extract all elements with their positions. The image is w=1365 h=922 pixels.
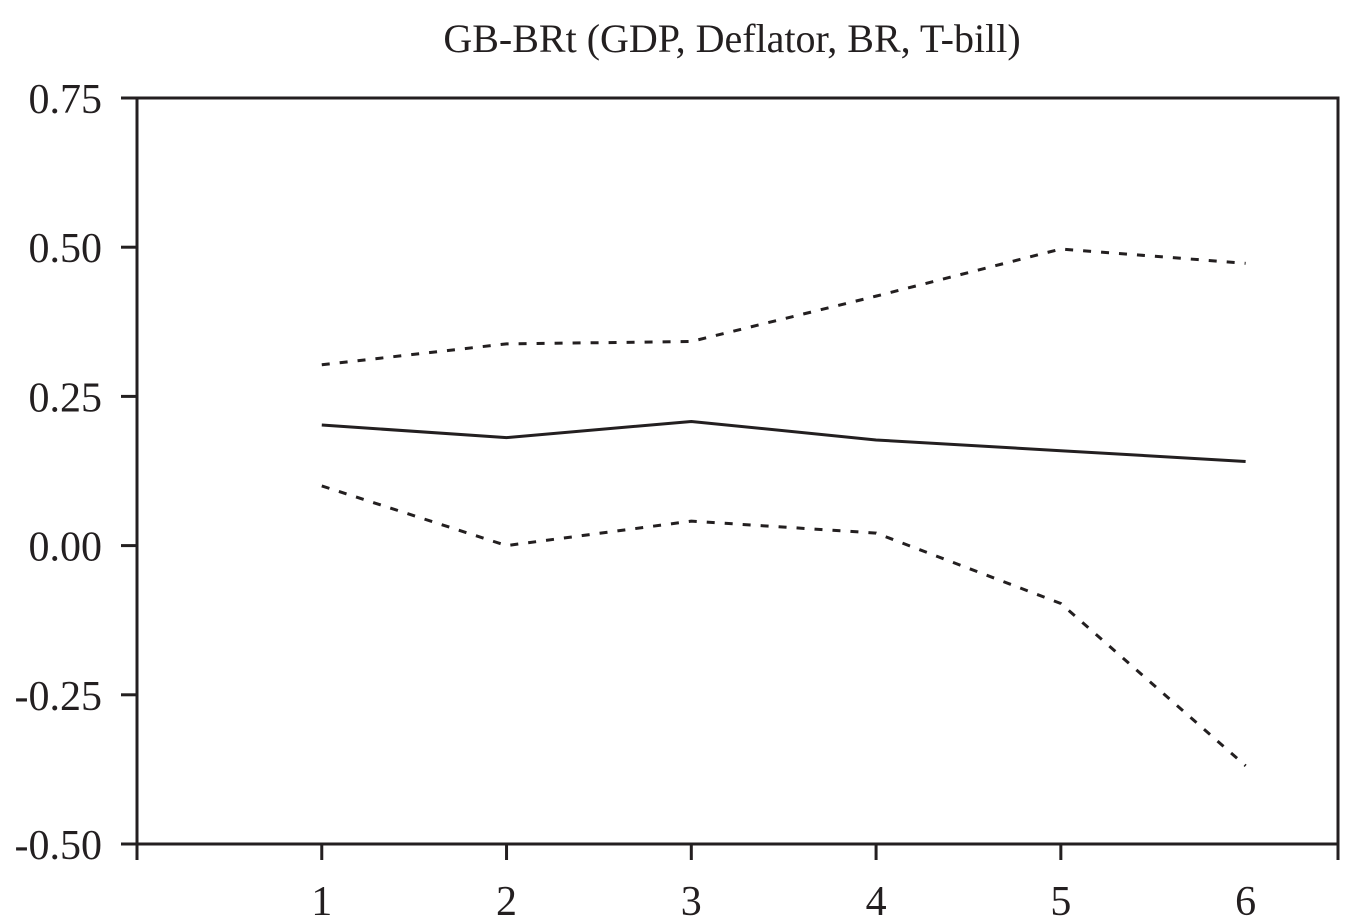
upper-bound-line [321,247,1246,367]
series-layer [321,247,1247,767]
y-tick-label: 0.75 [29,77,103,123]
y-tick-label: -0.50 [15,823,103,869]
y-tick-label: -0.25 [15,674,103,720]
x-tick-label: 2 [496,879,517,922]
estimate-line [321,419,1246,463]
x-tick-label: 4 [866,879,887,922]
y-tick-label: 0.25 [29,375,103,421]
x-tick-label: 5 [1050,879,1071,922]
x-tick-label: 6 [1235,879,1256,922]
plot-frame [135,96,1340,846]
y-tick-label: 0.00 [29,525,103,571]
y-axis: 0.75 0.50 0.25 0.00 -0.25 -0.50 [15,77,137,869]
x-tick-label: 1 [311,879,332,922]
x-axis: 1 2 3 4 5 6 [135,844,1340,922]
lower-bound-line [321,484,1247,767]
chart-title: GB-BRt (GDP, Deflator, BR, T-bill) [443,16,1020,61]
x-tick-label: 3 [681,879,702,922]
y-tick-label: 0.50 [29,226,103,272]
